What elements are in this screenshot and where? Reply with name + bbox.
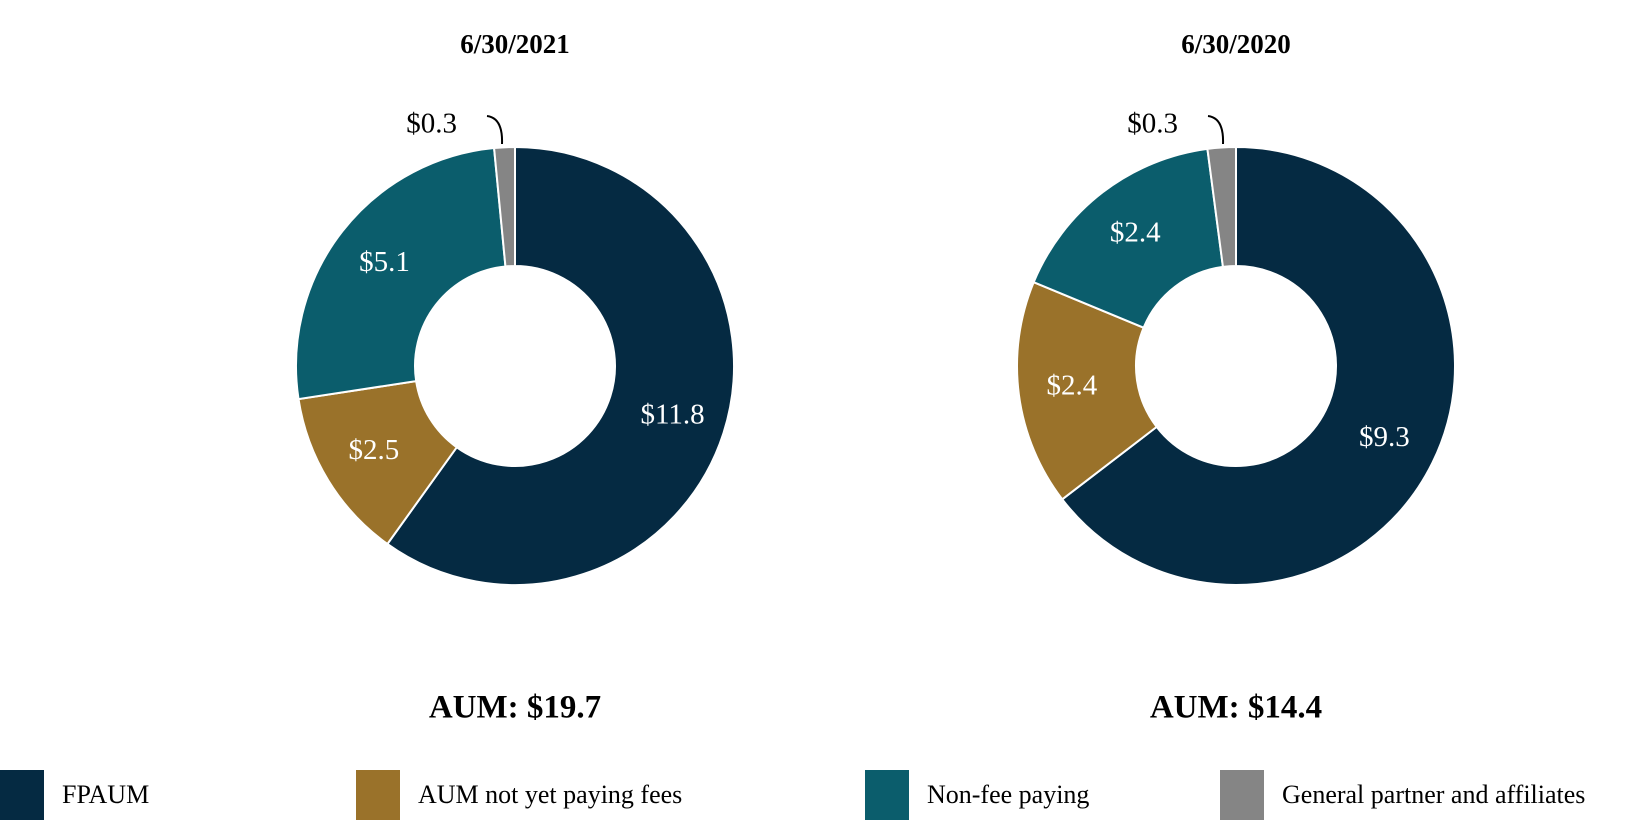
value-label: $0.3 [1127,108,1178,140]
donut-slice [1060,145,1456,586]
value-label: $11.8 [640,398,704,430]
donut-slice [297,379,459,546]
legend-label: FPAUM [62,780,149,809]
legend-label: AUM not yet paying fees [418,780,682,809]
value-label: $0.3 [406,108,457,140]
value-label: $5.1 [359,246,410,278]
donut-slice [492,145,516,268]
chart-title: 6/30/2020 [1181,29,1291,59]
chart-title: 6/30/2021 [460,29,570,59]
total-label: AUM: $14.4 [1150,690,1322,726]
legend-swatch [356,770,400,820]
donut-slice [1016,280,1159,501]
value-label: $2.5 [349,434,400,466]
donut-slice [1032,147,1225,330]
legend-swatch [865,770,909,820]
value-label: $2.4 [1047,369,1098,401]
value-label: $9.3 [1359,421,1410,453]
legend-swatch [1220,770,1264,820]
donut-slice [386,145,735,586]
leader-line [486,115,504,145]
donut-slice [1206,145,1237,268]
legend-label: Non-fee paying [927,780,1089,809]
legend-swatch [0,770,44,820]
leader-line [1207,115,1225,145]
value-label: $2.4 [1110,216,1161,248]
legend-label: General partner and affiliates [1282,780,1585,809]
total-label: AUM: $19.7 [429,690,601,726]
donut-slice [295,146,507,401]
